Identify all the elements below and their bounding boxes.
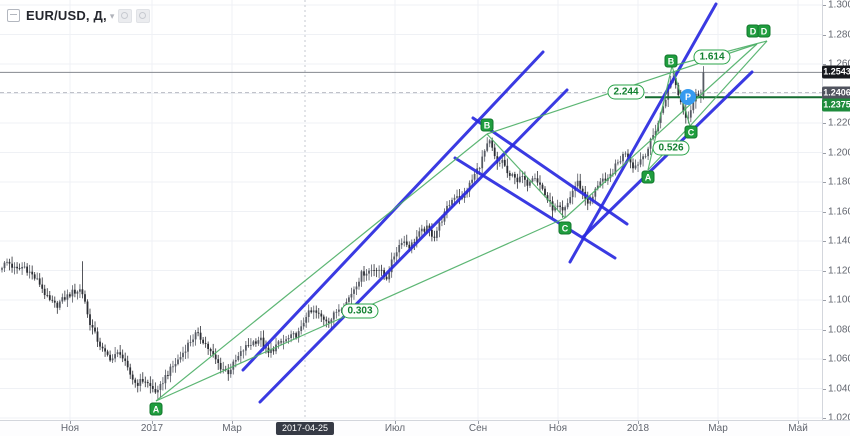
time-tick-mark xyxy=(232,421,233,424)
price-tick-label: 1.0800 xyxy=(828,324,850,335)
price-tick-label: 1.1200 xyxy=(828,265,850,276)
price-tick-label: 1.1400 xyxy=(828,235,850,247)
time-tick-label: Июл xyxy=(384,423,406,434)
time-tick-mark xyxy=(70,421,71,424)
abcd-pattern-2-line-AB[interactable] xyxy=(647,65,673,171)
price-tick-label: 1.1000 xyxy=(828,294,850,306)
price-tick-mark xyxy=(823,5,826,6)
collapse-icon[interactable] xyxy=(7,9,20,22)
price-tick-label: 1.2000 xyxy=(828,147,850,158)
trendline[interactable] xyxy=(471,116,629,226)
abcd-pattern-1-point-badge-B[interactable]: B xyxy=(480,118,494,132)
price-tick-mark xyxy=(823,152,826,154)
price-tick-label: 1.0600 xyxy=(828,353,850,365)
price-tick-mark xyxy=(823,123,826,124)
abcd-pattern-1-line-AB[interactable] xyxy=(155,133,488,402)
abcd-pattern-1-line-BC[interactable] xyxy=(486,133,566,219)
price-tick-label: 1.3000 xyxy=(828,0,850,11)
price-tick-mark xyxy=(823,359,826,360)
time-tick-mark xyxy=(558,421,559,424)
price-tick-mark xyxy=(823,388,826,390)
price-tick-mark xyxy=(823,418,826,419)
time-tick-mark xyxy=(152,421,153,424)
trendline[interactable] xyxy=(241,50,545,372)
abcd-pattern-1-ratio-label[interactable]: 0.303 xyxy=(341,303,379,319)
point-marker-p[interactable]: P xyxy=(680,89,696,105)
abcd-pattern-1-line-CD[interactable] xyxy=(564,43,758,219)
drawings-overlay: A B C D 0.303 2.244 A B C D 0.526 1.614 P xyxy=(149,24,771,416)
price-tick-label: 1.0400 xyxy=(828,383,850,394)
price-badge-level: 1.2375 xyxy=(822,98,850,112)
price-tick-mark xyxy=(823,241,826,242)
chart-plot-area[interactable] xyxy=(0,0,822,420)
time-tick-mark xyxy=(718,421,719,424)
time-tick-label: Мар xyxy=(708,423,728,434)
time-tick-label: Сен xyxy=(468,423,488,434)
symbol-interval-label[interactable]: EUR/USD, Д, xyxy=(26,8,107,23)
trendline[interactable] xyxy=(453,156,617,260)
price-badge-level: 1.2406 xyxy=(822,86,850,100)
time-tick-label: Май xyxy=(788,423,808,434)
trendline[interactable] xyxy=(258,88,569,404)
price-tick-mark xyxy=(823,270,826,272)
price-tick-mark xyxy=(823,329,826,331)
price-tick-mark xyxy=(823,300,826,301)
time-tick-label: Ноя xyxy=(548,423,568,434)
chevron-down-icon[interactable]: ▾ xyxy=(109,11,115,21)
price-tick-label: 1.1800 xyxy=(828,176,850,188)
abcd-pattern-2-ratio-label[interactable]: 0.526 xyxy=(652,140,690,156)
abcd-pattern-2-point-badge-C[interactable]: C xyxy=(684,125,698,139)
circle-button-icon[interactable] xyxy=(118,8,133,23)
abcd-pattern-1-ratio-label[interactable]: 2.244 xyxy=(607,84,645,100)
price-tick-mark xyxy=(823,34,826,36)
time-tick-label: 2017 xyxy=(140,423,164,434)
abcd-pattern-2-point-badge-B[interactable]: B xyxy=(664,54,678,68)
price-tick-label: 1.0200 xyxy=(828,412,850,424)
price-tick-label: 1.2200 xyxy=(828,117,850,129)
price-tick-mark xyxy=(823,64,826,65)
time-axis[interactable]: Ноя 2017 Мар Июл Сен Ноя 2018 Мар Май 2017-04-25 xyxy=(0,420,850,436)
symbol-header: EUR/USD, Д, ▾ xyxy=(7,8,151,23)
price-tick-label: 1.2800 xyxy=(828,29,850,40)
time-badge-anchor-date: 2017-04-25 xyxy=(275,422,335,435)
abcd-pattern-1-point-badge-C[interactable]: C xyxy=(558,221,572,235)
price-tick-mark xyxy=(823,182,826,183)
time-tick-label: Ноя xyxy=(60,423,80,434)
time-tick-mark xyxy=(798,421,799,424)
circle-button-icon[interactable] xyxy=(136,8,151,23)
price-tick-label: 1.2600 xyxy=(828,58,850,70)
candles-down xyxy=(8,74,700,394)
time-tick-mark xyxy=(395,421,396,424)
time-tick-label: Мар xyxy=(222,423,242,434)
price-tick-label: 1.1600 xyxy=(828,206,850,217)
abcd-pattern-1-point-badge-A[interactable]: A xyxy=(149,402,163,416)
abcd-pattern-2-ratio-label[interactable]: 1.614 xyxy=(693,49,731,65)
price-axis[interactable]: 1.3000 1.2800 1.2600 1.2200 1.2000 1.1800 1.16… xyxy=(822,0,850,424)
time-tick-mark xyxy=(478,421,479,424)
abcd-pattern-2-point-badge-A[interactable]: A xyxy=(641,170,655,184)
abcd-pattern-2-point-badge-D[interactable]: D xyxy=(757,24,771,38)
time-tick-mark xyxy=(638,421,639,424)
price-badge-last-price: 1.2543 xyxy=(822,65,850,79)
trendline[interactable] xyxy=(568,2,718,264)
price-tick-mark xyxy=(823,211,826,213)
time-tick-label: 2018 xyxy=(626,423,650,434)
abcd-pattern-2-line-CD[interactable] xyxy=(689,40,768,127)
candles-up xyxy=(1,66,705,400)
